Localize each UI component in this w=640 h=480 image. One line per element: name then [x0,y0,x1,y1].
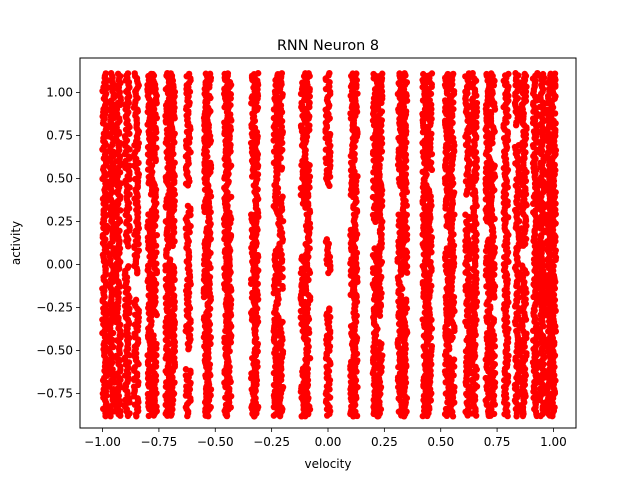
data-point [402,296,410,303]
points-layer [99,69,560,420]
data-point [303,160,310,167]
point-column [112,70,124,419]
data-point [153,231,161,239]
data-point [185,70,193,78]
data-point [167,70,174,77]
data-point [148,175,156,182]
data-point [326,305,333,312]
data-point [469,70,476,77]
data-point [428,70,436,77]
point-column [202,70,215,420]
data-point [251,124,259,131]
data-point [206,70,214,78]
data-point [108,70,115,77]
data-point [353,70,360,77]
data-point [326,69,333,77]
data-point [376,339,383,346]
data-point [450,70,457,78]
data-point [323,236,331,243]
data-point [401,70,408,77]
data-point [182,366,190,373]
data-point [102,70,110,77]
data-point [149,70,157,78]
data-point [224,70,232,77]
data-point [227,193,235,201]
data-point [150,332,157,339]
data-point [278,70,286,77]
data-point [379,70,386,77]
data-point [275,314,282,321]
point-column [148,70,161,419]
data-point [450,356,458,363]
data-point [279,193,286,200]
data-point [184,202,192,210]
data-point [169,262,177,270]
data-point [132,296,140,304]
data-point [350,168,357,176]
data-point [124,70,132,77]
data-point [424,184,431,192]
point-column [166,70,179,419]
data-point [114,70,122,77]
data-point [182,225,190,232]
data-point [420,70,427,78]
point-column [182,70,194,420]
point-column [130,70,143,420]
data-point [207,159,214,167]
data-point [488,314,495,322]
data-point [305,70,312,77]
data-point [462,211,469,218]
data-point [254,70,262,77]
point-column [105,70,118,420]
data-point [125,263,132,270]
data-point [131,70,138,77]
